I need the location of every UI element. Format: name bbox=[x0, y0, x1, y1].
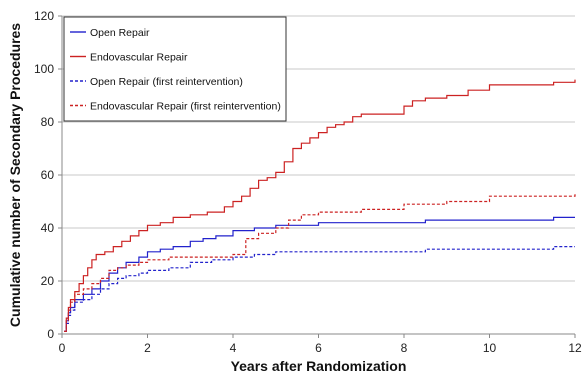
y-tick-label: 40 bbox=[41, 221, 55, 235]
y-tick-label: 20 bbox=[41, 274, 55, 288]
y-tick-label: 100 bbox=[34, 62, 54, 76]
x-tick-label: 8 bbox=[401, 341, 408, 355]
legend-box bbox=[63, 16, 287, 122]
x-tick-label: 10 bbox=[483, 341, 497, 355]
x-tick-label: 0 bbox=[59, 341, 66, 355]
x-tick-label: 12 bbox=[568, 341, 582, 355]
y-tick-label: 60 bbox=[41, 168, 55, 182]
legend-entry: Open Repair (first reintervention) bbox=[90, 76, 243, 88]
x-tick-label: 6 bbox=[315, 341, 322, 355]
y-tick-label: 120 bbox=[34, 9, 54, 23]
series-line-3 bbox=[64, 246, 575, 332]
legend-entry: Endovascular Repair (first reinterventio… bbox=[90, 101, 281, 113]
y-tick-label: 0 bbox=[47, 327, 54, 341]
series-line-1 bbox=[64, 216, 575, 332]
x-tick-label: 4 bbox=[230, 341, 237, 355]
legend-entry: Open Repair bbox=[90, 27, 150, 39]
series-lines bbox=[64, 79, 576, 332]
series-line-4 bbox=[64, 193, 576, 332]
y-tick-label: 80 bbox=[41, 115, 55, 129]
legend: Open Repair Endovascular Repair Open Repai… bbox=[63, 16, 287, 122]
x-tick-label: 2 bbox=[144, 341, 151, 355]
tick-labels: 0 20 40 60 80 100 120 0 2 4 6 8 10 12 bbox=[34, 9, 582, 355]
legend-entry: Endovascular Repair bbox=[90, 52, 188, 64]
series-line-2 bbox=[64, 79, 576, 332]
y-axis-title: Cumulative number of Secondary Procedure… bbox=[7, 23, 23, 327]
x-axis-title: Years after Randomization bbox=[231, 358, 407, 374]
